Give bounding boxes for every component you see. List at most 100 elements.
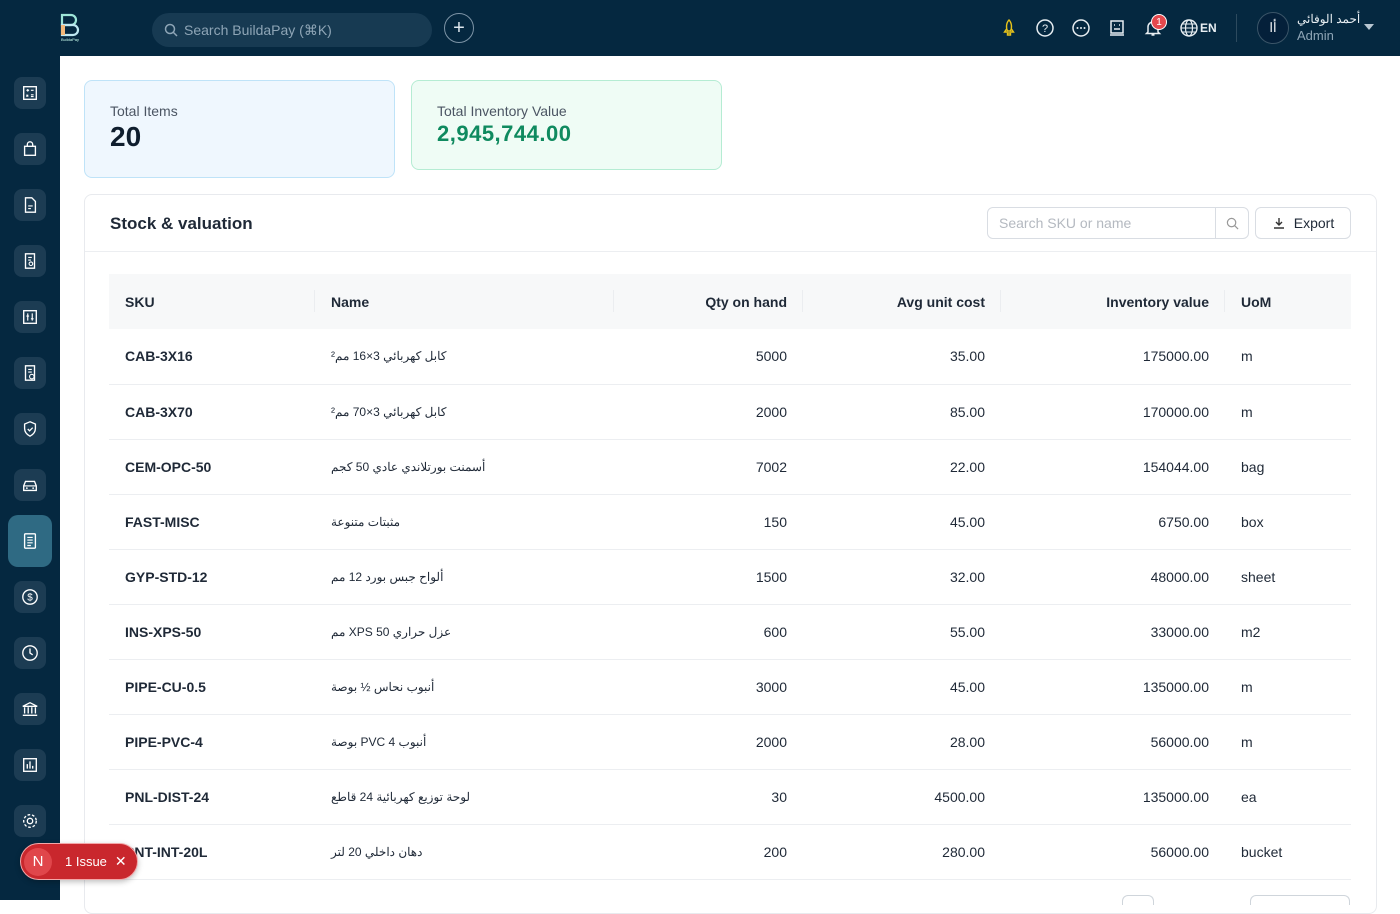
language-selector[interactable]: EN [1200,21,1217,35]
divider [85,251,1376,252]
sidebar-item-shield-check[interactable] [14,413,46,445]
stock-table: SKU Name Qty on hand Avg unit cost Inventory… [109,274,1351,880]
kiosk-icon[interactable] [1107,18,1127,38]
sidebar-item-inventory[interactable] [8,515,52,567]
document-icon [24,197,37,213]
help-icon[interactable]: ? [1035,18,1055,38]
cell-name: دهان داخلي 20 لتر [315,824,614,880]
plus-icon: + [453,16,465,39]
table-row[interactable]: CEM-OPC-50 أسمنت بورتلاندي عادي 50 كجم 700… [109,439,1351,495]
document-check-icon [24,365,36,381]
svg-text:?: ? [1042,23,1048,35]
globe-icon[interactable] [1179,18,1199,38]
cell-qty: 7002 [614,439,803,495]
cell-name: مثبتات متنوعة [315,494,614,550]
cell-name: ألواح جبس بورد 12 مم [315,549,614,605]
sku-search-input[interactable] [988,208,1215,238]
clock-icon [22,645,38,661]
cell-cost: 45.00 [803,659,1001,715]
cell-cost: 55.00 [803,604,1001,660]
search-button[interactable] [1215,208,1248,238]
cell-name: لوحة توزيع كهربائية 24 قاطع [315,769,614,825]
sidebar-item-chart[interactable] [14,749,46,781]
sidebar-item-dollar[interactable]: $ [14,581,46,613]
cell-name: كابل كهربائي 3×16 مم² [315,329,614,385]
cell-value: 154044.00 [1001,439,1225,495]
table-row[interactable]: INS-XPS-50 عزل حراري XPS 50 مم 600 55.00 330… [109,604,1351,660]
user-role: Admin [1297,28,1334,43]
create-button[interactable]: + [444,13,474,43]
cell-value: 48000.00 [1001,549,1225,605]
chevron-down-icon[interactable] [1364,24,1374,30]
cell-cost: 4500.00 [803,769,1001,825]
table-row[interactable]: PNT-INT-20L دهان داخلي 20 لتر 200 280.00 560… [109,824,1351,880]
sidebar-item-car[interactable] [14,469,46,501]
table-row[interactable]: FAST-MISC مثبتات متنوعة 150 45.00 6750.00 box [109,494,1351,550]
top-bar: BuildaPay Search BuildaPay (⌘K) + ? 1 EN… [0,0,1400,56]
table-row[interactable]: CAB-3X70 كابل كهربائي 3×70 مم² 2000 85.00 17… [109,384,1351,440]
cell-qty: 2000 [614,384,803,440]
avatar[interactable]: أا [1257,12,1289,44]
issue-count: 1 Issue [65,854,107,869]
shield-check-icon [23,421,37,437]
total-inventory-value-card: Total Inventory Value 2,945,744.00 [411,80,722,170]
column-header-inventory-value[interactable]: Inventory value [1001,274,1225,329]
column-header-qty-on-hand[interactable]: Qty on hand [614,274,803,329]
total-value-label: Total Inventory Value [437,103,567,119]
user-name: أحمد الوفائي [1297,12,1361,26]
cell-uom: bag [1225,439,1351,495]
total-items-card: Total Items 20 [84,80,395,178]
column-header-sku[interactable]: SKU [109,274,315,329]
search-placeholder: Search BuildaPay (⌘K) [184,21,332,38]
cell-value: 56000.00 [1001,714,1225,770]
table-row[interactable]: GYP-STD-12 ألواح جبس بورد 12 مم 1500 32.00 4… [109,549,1351,605]
car-icon [23,480,37,492]
total-items-value: 20 [110,121,142,152]
receipt-search-icon [24,253,36,269]
svg-text:$: $ [27,593,33,604]
column-header-avg-unit-cost[interactable]: Avg unit cost [803,274,1001,329]
sidebar-item-shopping-bag[interactable] [14,133,46,165]
buildapay-logo[interactable]: BuildaPay [58,12,82,42]
issues-badge[interactable]: N 1 Issue ✕ [20,843,138,880]
sidebar-item-settings[interactable] [14,805,46,837]
sidebar-item-adjustments[interactable] [14,301,46,333]
cell-uom: sheet [1225,549,1351,605]
cell-value: 6750.00 [1001,494,1225,550]
sidebar-item-document-check[interactable] [14,357,46,389]
cell-value: 135000.00 [1001,769,1225,825]
table-row[interactable]: PIPE-CU-0.5 أنبوب نحاس ½ بوصة 3000 45.00 135… [109,659,1351,715]
cell-qty: 150 [614,494,803,550]
sidebar-item-document[interactable] [14,189,46,221]
chat-icon[interactable] [1071,18,1091,38]
dollar-icon: $ [22,589,38,605]
close-icon[interactable]: ✕ [114,853,127,869]
global-search[interactable]: Search BuildaPay (⌘K) [152,13,432,47]
sidebar-item-receipt-search[interactable] [14,245,46,277]
cell-qty: 3000 [614,659,803,715]
table-row[interactable]: PNL-DIST-24 لوحة توزيع كهربائية 24 قاطع 30… [109,769,1351,825]
cell-sku: PNT-INT-20L [109,824,315,880]
cell-sku: FAST-MISC [109,494,315,550]
pagination-page[interactable] [1122,895,1154,905]
rocket-icon[interactable] [999,18,1019,38]
cell-uom: box [1225,494,1351,550]
cell-name: عزل حراري XPS 50 مم [315,604,614,660]
table-row[interactable]: CAB-3X16 كابل كهربائي 3×16 مم² 5000 35.00 17… [109,329,1351,385]
sidebar-item-calculator[interactable] [14,77,46,109]
chart-icon [23,758,37,772]
cell-qty: 5000 [614,329,803,385]
cell-qty: 2000 [614,714,803,770]
sidebar-item-bank[interactable] [14,693,46,725]
export-button[interactable]: Export [1255,207,1351,239]
column-header-uom[interactable]: UoM [1241,293,1272,310]
search-icon [1226,217,1238,229]
cell-cost: 28.00 [803,714,1001,770]
cell-uom: m [1225,329,1351,385]
table-row[interactable]: PIPE-PVC-4 أنبوب PVC 4 بوصة 2000 28.00 56000… [109,714,1351,770]
column-header-name[interactable]: Name [315,274,614,329]
page-size-select[interactable] [1250,895,1350,905]
sidebar-item-clock[interactable] [14,637,46,669]
cell-uom: m [1225,714,1351,770]
